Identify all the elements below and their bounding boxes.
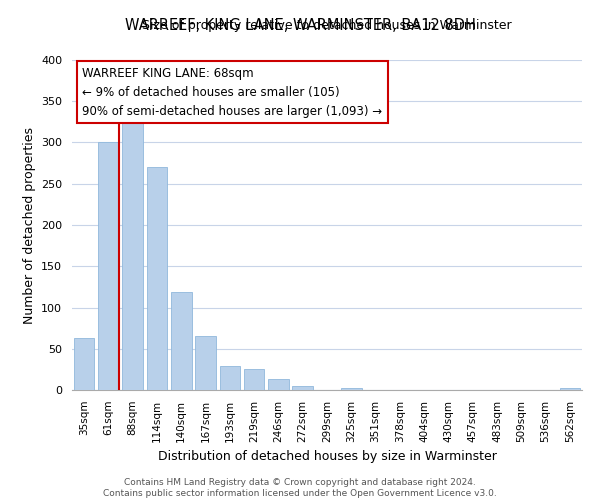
Bar <box>98 142 119 390</box>
Bar <box>341 388 362 390</box>
Bar <box>268 380 289 390</box>
Bar <box>244 370 265 390</box>
Bar <box>220 366 240 390</box>
Text: Contains HM Land Registry data © Crown copyright and database right 2024.
Contai: Contains HM Land Registry data © Crown c… <box>103 478 497 498</box>
Bar <box>292 386 313 390</box>
Bar <box>195 336 216 390</box>
Title: Size of property relative to detached houses in Warminster: Size of property relative to detached ho… <box>142 20 512 32</box>
Text: WARREEF KING LANE: 68sqm
← 9% of detached houses are smaller (105)
90% of semi-d: WARREEF KING LANE: 68sqm ← 9% of detache… <box>82 66 382 118</box>
Bar <box>146 167 167 390</box>
Bar <box>74 338 94 390</box>
Text: WARREEF, KING LANE, WARMINSTER, BA12 8DH: WARREEF, KING LANE, WARMINSTER, BA12 8DH <box>125 18 475 32</box>
Bar <box>171 292 191 390</box>
Y-axis label: Number of detached properties: Number of detached properties <box>23 126 35 324</box>
Bar <box>560 388 580 390</box>
X-axis label: Distribution of detached houses by size in Warminster: Distribution of detached houses by size … <box>158 450 496 463</box>
Bar <box>122 118 143 390</box>
